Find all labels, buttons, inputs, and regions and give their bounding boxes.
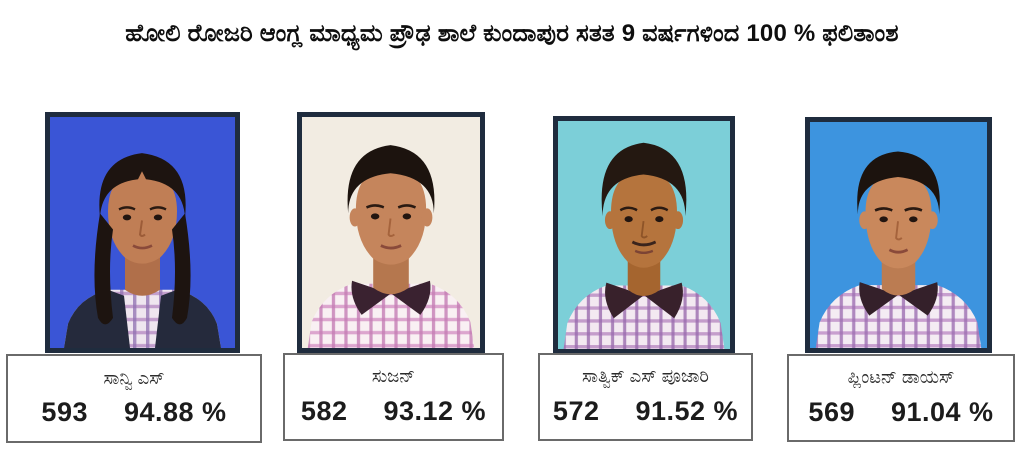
student-photo-frame: [297, 112, 485, 353]
student-portrait-girl-braids: [50, 117, 235, 348]
student-portrait-boy: [302, 117, 480, 348]
student-score-row: 582 93.12 %: [301, 396, 486, 427]
student-photo-frame: [45, 112, 240, 353]
student-name: ಪ್ಲಿಂಟನ್ ಡಾಯಸ್: [847, 367, 955, 388]
student-score-row: 593 94.88 %: [41, 397, 226, 428]
student-marks: 593: [41, 397, 88, 428]
student-percentage: 91.52 %: [635, 395, 739, 426]
student-percentage: 93.12 %: [383, 395, 487, 426]
student-portrait-boy-moustache: [558, 121, 730, 349]
student-marks: 582: [300, 395, 348, 426]
student-percentage: 91.04 %: [890, 396, 994, 427]
student-name: ಸಾತ್ವಿಕ್ ಎಸ್ ಪೂಜಾರಿ: [582, 366, 709, 387]
student-name: ಸುಜನ್: [371, 366, 416, 387]
student-name: ಸಾನ್ವಿ ಎಸ್: [103, 367, 165, 388]
student-info-box: ಸುಜನ್ 582 93.12 %: [283, 353, 504, 441]
poster-title: ಹೋಲಿ ರೋಜರಿ ಆಂಗ್ಲ ಮಾಧ್ಯಮ ಪ್ರೌಢ ಶಾಲೆ ಕುಂದಾ…: [125, 20, 899, 47]
student-marks: 572: [552, 395, 600, 426]
student-percentage: 94.88 %: [123, 397, 227, 428]
student-info-box: ಪ್ಲಿಂಟನ್ ಡಾಯಸ್ 569 91.04 %: [787, 354, 1015, 442]
student-photo-frame: [553, 116, 735, 354]
student-marks: 569: [808, 396, 855, 427]
student-info-box: ಸಾತ್ವಿಕ್ ಎಸ್ ಪೂಜಾರಿ 572 91.52 %: [538, 353, 753, 441]
student-score-row: 572 91.52 %: [553, 396, 738, 427]
student-portrait-boy: [810, 122, 987, 348]
student-photo-frame: [805, 117, 992, 353]
student-score-row: 569 91.04 %: [808, 397, 993, 428]
student-info-box: ಸಾನ್ವಿ ಎಸ್ 593 94.88 %: [6, 354, 262, 443]
